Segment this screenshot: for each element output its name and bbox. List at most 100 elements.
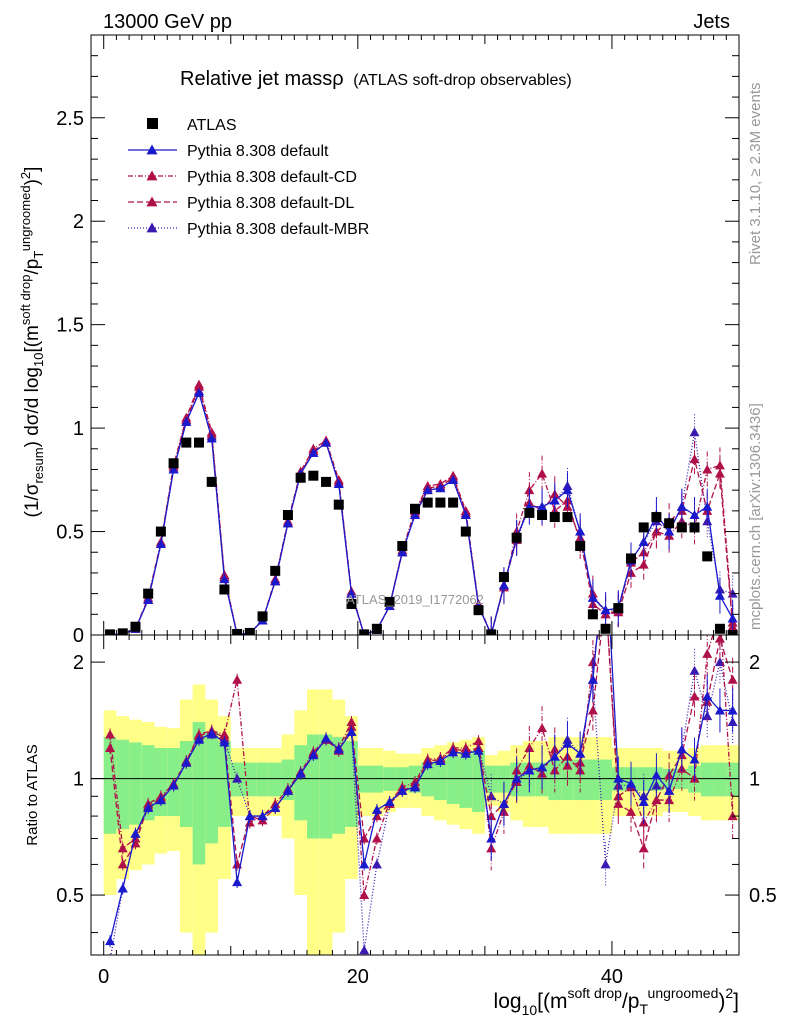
y-tick-label-ratio-right-0: 0.5 [749, 885, 777, 907]
legend-marker-2 [146, 170, 158, 181]
main-plot-series [105, 379, 738, 635]
ratio-point-2-9 [219, 729, 230, 739]
ratio-plot-frame [90, 634, 740, 956]
atlas-point-21 [371, 623, 382, 634]
inner-band-7 [192, 722, 206, 865]
inner-band-12 [256, 762, 269, 797]
y-tick-label-ratio-1: 1 [73, 769, 84, 791]
atlas-point-6 [181, 437, 192, 448]
main-point-3-42 [638, 559, 649, 569]
atlas-point-24 [410, 503, 420, 514]
side-label-top: Rivet 3.1.10, ≥ 2.3M events [747, 83, 764, 266]
legend-label-4: Pythia 8.308 default-MBR [187, 221, 369, 238]
x-tick-label-2: 40 [601, 966, 623, 988]
legend-label-0: ATLAS [187, 117, 237, 134]
main-point-1-17 [321, 437, 332, 447]
ratio-point-1-43 [651, 770, 662, 780]
ratio-point-1-35 [549, 751, 560, 761]
main-point-1-49 [727, 613, 738, 623]
inner-band-31 [497, 765, 511, 793]
chart-title: Relative jet massρ (ATLAS soft-drop obse… [180, 68, 572, 90]
main-point-2-48 [714, 460, 725, 470]
x-axis-label: log10[(msoft drop/pTungroomed)2] [494, 985, 739, 1018]
main-point-1-18 [333, 478, 344, 488]
ratio-point-1-26 [435, 756, 446, 766]
ratio-point-1-49 [727, 705, 738, 715]
chart-title-sub: (ATLAS soft-drop observables) [353, 72, 571, 89]
atlas-point-22 [384, 596, 395, 607]
ratio-point-4-46 [689, 665, 700, 675]
ratio-point-1-13 [270, 802, 281, 812]
ratio-point-1-19 [346, 726, 357, 736]
ratio-point-3-40 [613, 798, 624, 808]
legend-marker-3 [146, 196, 158, 207]
main-point-1-26 [435, 483, 446, 493]
atlas-point-35 [549, 512, 560, 523]
atlas-point-14 [282, 510, 293, 520]
inner-band-15 [294, 745, 307, 821]
y-tick-label-ratio-right-2: 2 [749, 652, 760, 674]
ratio-point-1-21 [371, 804, 382, 814]
main-point-1-31 [498, 580, 509, 590]
ratio-point-1-39 [601, 541, 611, 550]
main-point-4-46 [689, 427, 700, 437]
ratio-point-1-0 [105, 936, 116, 946]
main-point-1-38 [587, 592, 598, 602]
main-point-1-27 [448, 474, 459, 484]
atlas-point-8 [206, 476, 217, 487]
ratio-point-4-21 [371, 859, 382, 869]
ratio-point-1-12 [257, 811, 268, 821]
inner-band-2 [129, 742, 142, 825]
atlas-point-49 [727, 630, 738, 635]
ratio-point-2-28 [460, 742, 471, 752]
atlas-point-16 [308, 470, 319, 481]
ratio-point-1-7 [194, 734, 204, 744]
legend-marker-1 [146, 144, 158, 155]
atlas-point-5 [168, 458, 179, 469]
atlas-point-26 [435, 497, 446, 508]
inner-band-49 [726, 762, 739, 797]
main-point-2-34 [537, 468, 548, 478]
main-point-1-3 [143, 594, 154, 604]
inner-band-48 [713, 762, 727, 797]
legend-label-1: Pythia 8.308 default [187, 143, 329, 160]
ratio-point-2-21 [371, 833, 382, 843]
ratio-point-1-42 [638, 796, 649, 806]
ratio-point-3-41 [626, 806, 636, 816]
ratio-point-1-28 [460, 748, 471, 758]
atlas-point-44 [664, 518, 675, 529]
main-point-1-37 [575, 526, 586, 536]
ratio-point-4-39 [600, 859, 611, 869]
ratio-point-2-1 [117, 843, 128, 853]
main-point-1-45 [676, 501, 687, 511]
inner-band-9 [218, 741, 231, 827]
atlas-point-17 [321, 476, 332, 487]
ratio-point-1-20 [359, 859, 370, 869]
ratio-point-2-43 [651, 795, 662, 805]
inner-band-39 [599, 759, 612, 801]
atlas-point-13 [270, 565, 281, 576]
ratio-point-1-3 [143, 802, 154, 812]
ratio-point-4-0 [109, 954, 111, 955]
main-point-1-16 [308, 447, 319, 457]
atlas-point-15 [295, 472, 306, 483]
main-point-1-14 [282, 518, 293, 528]
ratio-point-1-5 [168, 780, 179, 790]
atlas-point-2 [130, 621, 141, 632]
inner-band-8 [205, 731, 219, 844]
ratio-point-3-42 [638, 843, 649, 853]
atlas-point-28 [460, 526, 471, 537]
inner-band-20 [357, 765, 371, 793]
inner-band-26 [434, 759, 447, 801]
ratio-point-2-33 [524, 742, 535, 752]
header-left: 13000 GeV pp [103, 11, 232, 33]
ratio-point-1-48 [714, 705, 725, 715]
atlas-point-29 [473, 605, 484, 616]
y-axis-label-ratio: Ratio to ATLAS [24, 744, 41, 845]
chart-title-main: Relative jet massρ [180, 68, 344, 90]
ratio-point-1-22 [384, 796, 395, 806]
ratio-point-4-20 [359, 945, 370, 955]
ratio-point-1-4 [155, 795, 166, 805]
main-point-1-25 [422, 485, 433, 495]
